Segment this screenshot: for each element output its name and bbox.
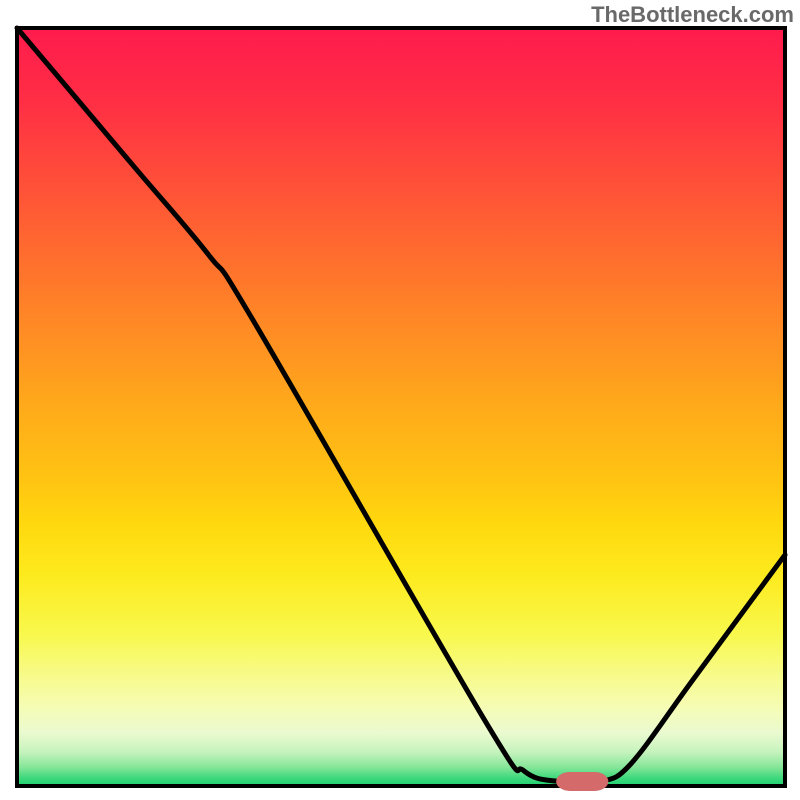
optimum-marker xyxy=(556,772,608,791)
plot-background xyxy=(17,28,785,786)
watermark-text: TheBottleneck.com xyxy=(591,2,794,28)
bottleneck-chart xyxy=(0,0,800,800)
